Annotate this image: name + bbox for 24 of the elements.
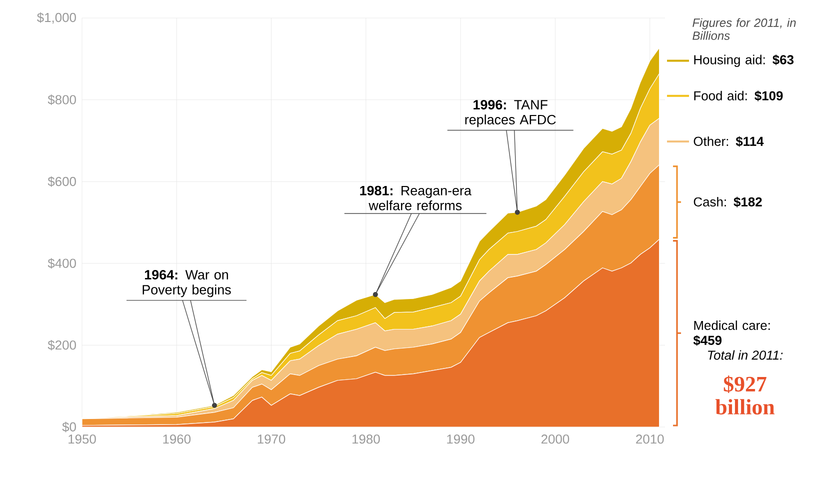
legend-label: Medical care: $459 — [693, 320, 770, 346]
x-tick-label: 2010 — [636, 434, 664, 444]
x-tick-label: 1990 — [447, 434, 474, 444]
annotation: 1981: Reagan-era welfare reforms — [360, 186, 472, 210]
legend-label: Housing aid: $63 — [694, 54, 794, 67]
x-tick-label: 1950 — [68, 434, 96, 444]
legend-label: Other: $114 — [694, 136, 764, 147]
y-tick-label: $1,000 — [37, 12, 76, 24]
legend-label: Food aid: $109 — [694, 90, 783, 102]
x-tick-label: 1960 — [163, 434, 191, 444]
y-tick-label: $200 — [48, 340, 76, 350]
y-tick-label: $800 — [48, 94, 76, 106]
text: Total in 2011: — [708, 350, 783, 360]
annotation: 1996: TANF replaces AFDC — [465, 100, 556, 128]
y-tick-label: $0 — [62, 422, 76, 432]
y-tick-label: $400 — [48, 258, 76, 269]
x-tick-label: 1970 — [258, 434, 286, 444]
x-tick-label: 2000 — [541, 434, 570, 444]
annotation: 1964: War on Poverty begins — [142, 270, 231, 298]
legend-label: Cash: $182 — [694, 196, 762, 208]
y-tick-label: $600 — [48, 176, 76, 187]
text: $927 billion — [715, 375, 775, 415]
text: Figures for 2011, in Billions — [692, 18, 796, 40]
x-tick-label: 1980 — [352, 434, 380, 444]
